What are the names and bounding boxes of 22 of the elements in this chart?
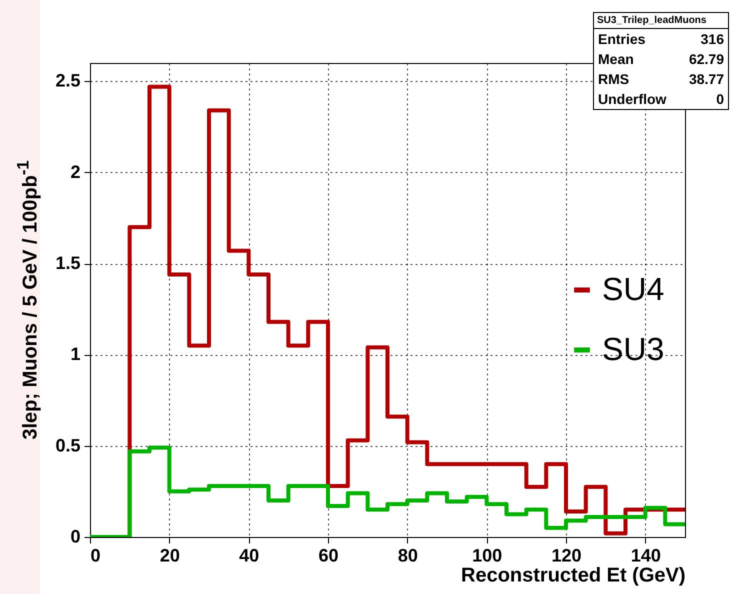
y-tick-label: 1: [70, 344, 80, 364]
y-tick-label: 2: [70, 162, 80, 182]
x-tick-label: 40: [239, 546, 260, 566]
y-tick-label: 1.5: [55, 253, 80, 274]
x-tick-label: 20: [160, 546, 180, 566]
text: SU3_Trilep_leadMuons: [594, 13, 728, 29]
x-tick-label: 60: [318, 546, 339, 566]
text: Entries 316: [598, 31, 724, 47]
legend-label: SU3: [602, 331, 664, 367]
x-tick-label: 80: [398, 546, 418, 566]
x-tick-label: 120: [551, 546, 582, 566]
text: Mean 62.79: [598, 51, 724, 67]
x-tick-label: 100: [472, 546, 502, 566]
y-tick-label: 2.5: [55, 70, 80, 91]
text: RMS 38.77: [598, 71, 724, 87]
x-tick-label: 140: [630, 546, 661, 566]
x-axis-title: Reconstructed Et (GeV): [461, 564, 686, 586]
y-tick-label: 0: [70, 526, 80, 546]
x-tick-label: 0: [90, 546, 101, 566]
legend-label: SU4: [602, 271, 664, 307]
text: Underflow 0: [598, 91, 724, 107]
y-tick-label: 0.5: [55, 435, 80, 456]
